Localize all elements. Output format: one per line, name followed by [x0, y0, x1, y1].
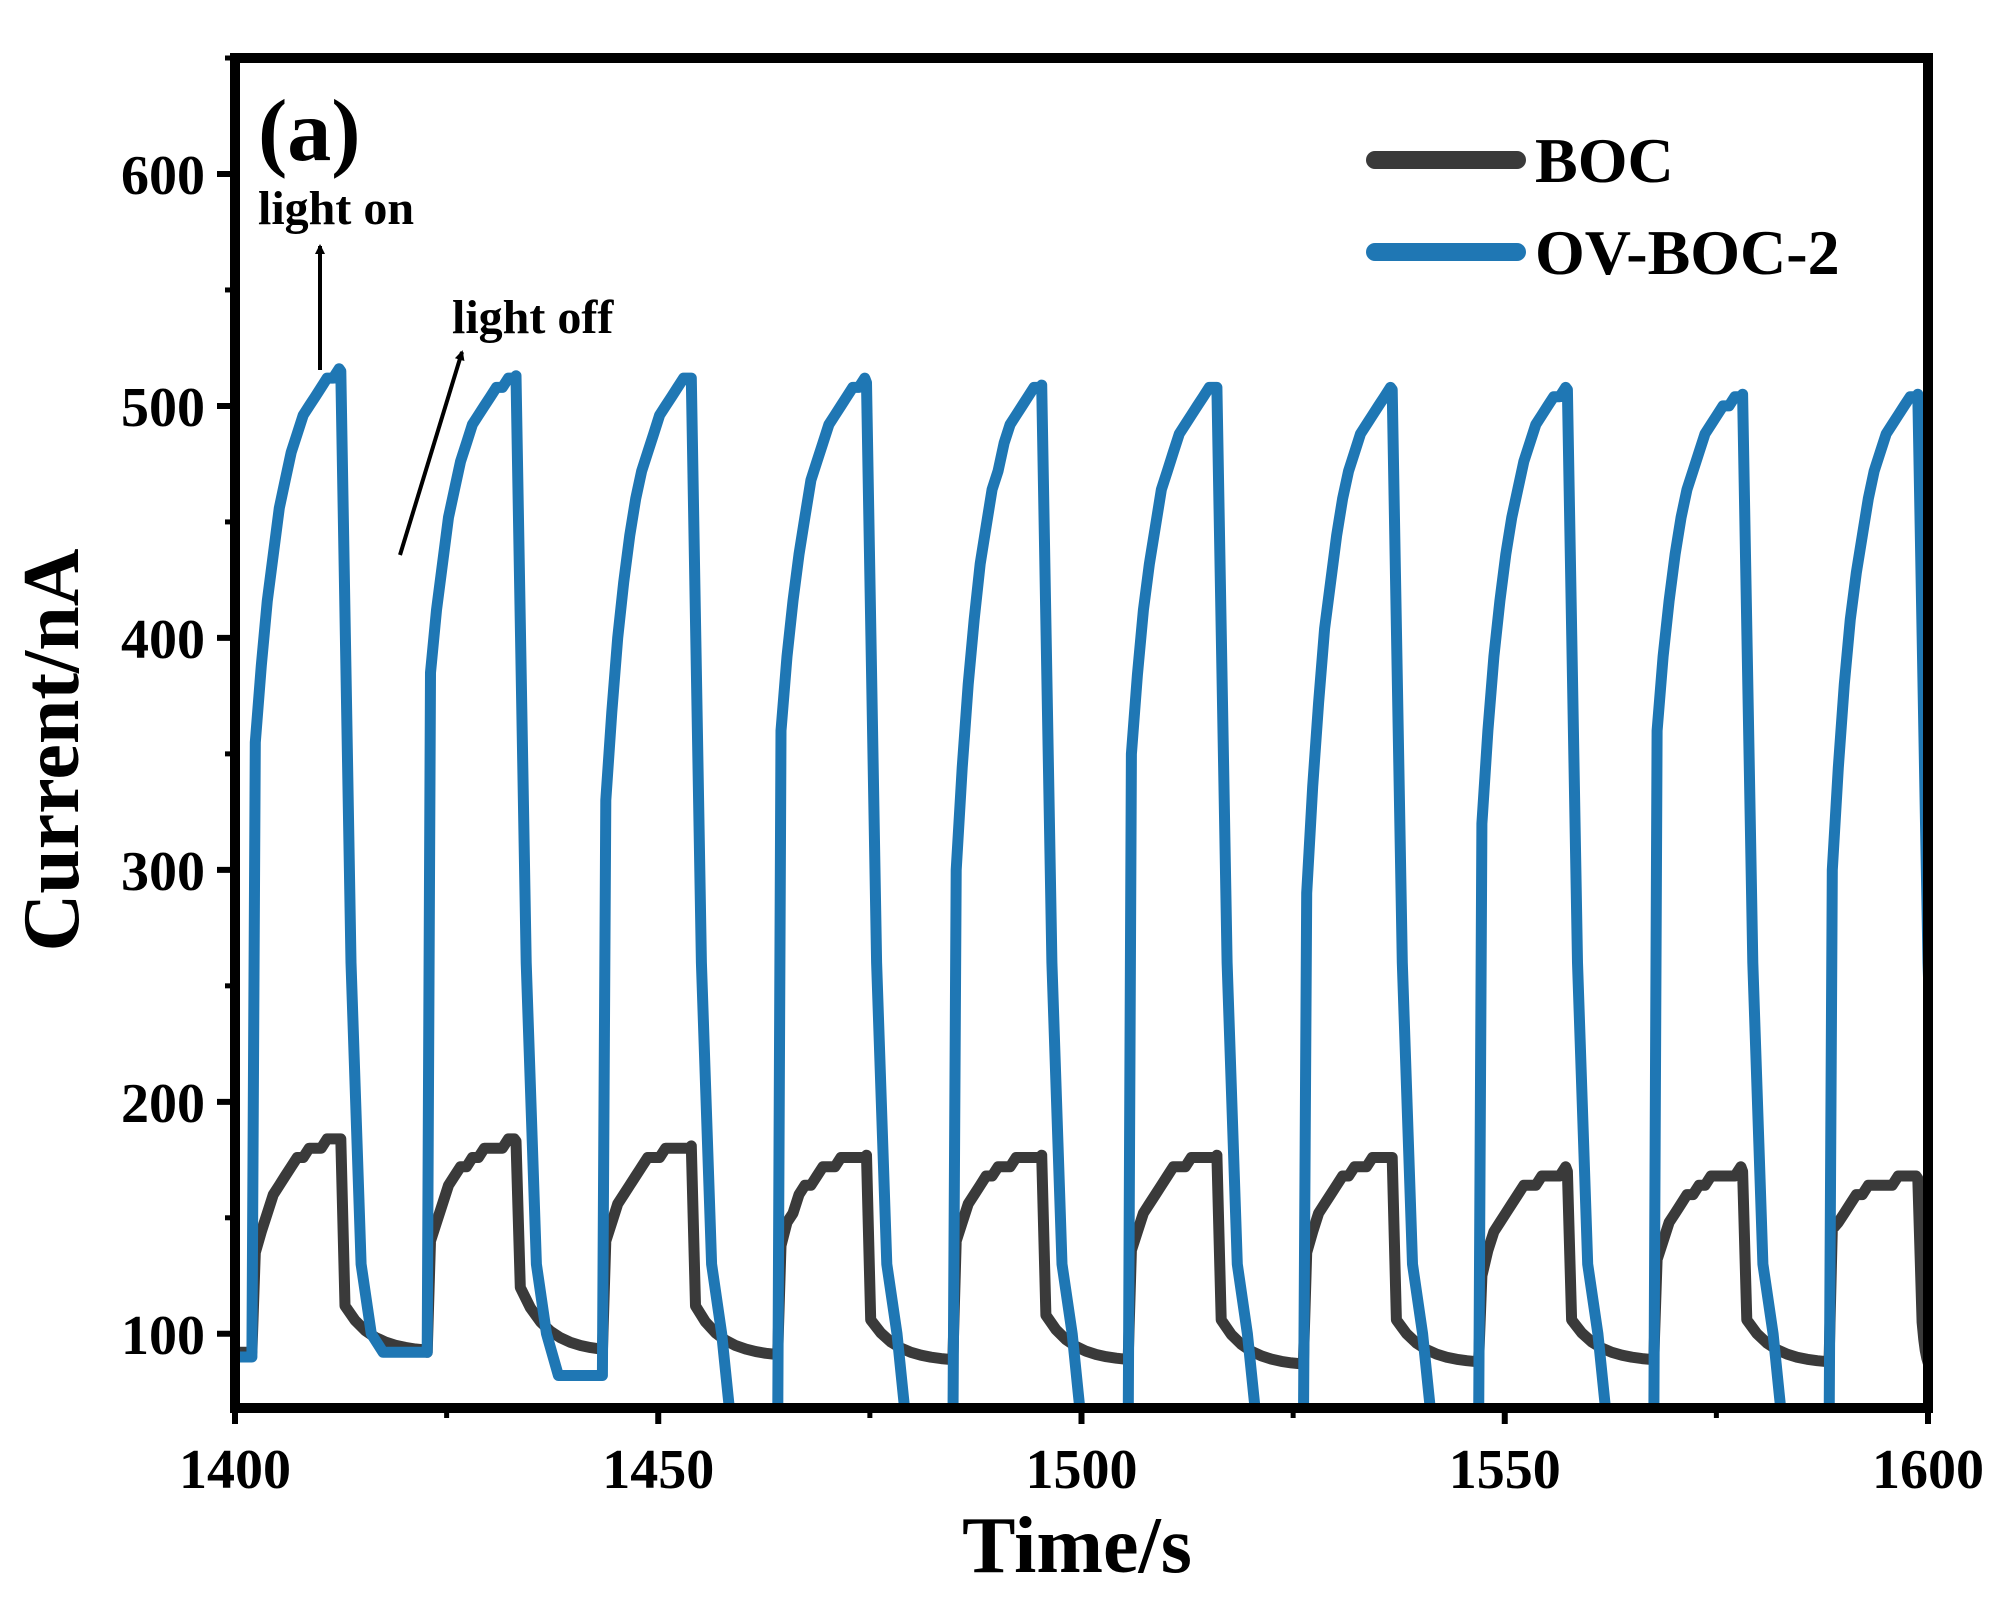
y-tick-label: 100	[121, 1305, 205, 1367]
x-axis-label: Time/s	[962, 1502, 1192, 1590]
annotation-light-on: light on	[258, 182, 414, 235]
y-tick-label: 500	[121, 377, 205, 439]
arrow-light-off	[398, 350, 465, 556]
x-tick-label: 1550	[1449, 1439, 1561, 1501]
y-tick-label: 300	[121, 841, 205, 903]
y-tick-label: 400	[121, 609, 205, 671]
x-tick-label: 1600	[1872, 1439, 1984, 1501]
x-tick-label: 1500	[1026, 1439, 1138, 1501]
legend: BOC OV-BOC-2	[1366, 125, 1840, 288]
y-axis-label: Current/nA	[8, 548, 96, 951]
x-tick-label: 1400	[179, 1439, 291, 1501]
panel-label: (a)	[258, 83, 361, 180]
x-tick-label: 1450	[602, 1439, 714, 1501]
y-tick-label: 600	[121, 145, 205, 207]
plot-frame	[230, 53, 1933, 1413]
series-line-boc	[235, 1133, 1928, 1375]
legend-label: OV-BOC-2	[1535, 217, 1840, 288]
y-tick-label: 200	[121, 1073, 205, 1135]
annotation-light-off: light off	[452, 291, 614, 344]
annotations: light on light off	[258, 182, 614, 556]
plot-area	[235, 363, 1928, 1408]
tick-labels: 1400 1450 1500 1550 1600 100 200 300 400 500 600	[121, 145, 1984, 1501]
legend-label: BOC	[1535, 125, 1674, 196]
series-line-ov-boc-2	[235, 363, 1928, 1408]
